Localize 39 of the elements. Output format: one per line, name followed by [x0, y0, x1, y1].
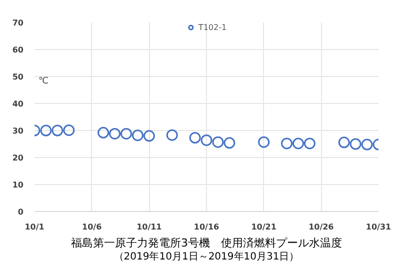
text: （2019年10月1日～2019年10月31日）: [114, 250, 300, 262]
y-tick-label: 70: [12, 18, 24, 28]
x-tick-label: 10/21: [251, 222, 277, 232]
point: [98, 126, 110, 138]
x-tick-label: 10/6: [82, 222, 102, 232]
point: [189, 132, 201, 144]
y-axis-title: ℃: [38, 76, 49, 86]
y-tick-label: 40: [12, 100, 24, 108]
x-tick-label: 10/1: [24, 222, 45, 232]
x-tick-label: 10/16: [194, 222, 220, 232]
y-tick-label: 0: [18, 208, 24, 216]
point: [109, 128, 121, 140]
point: [338, 136, 350, 148]
x-tick-label: 10/26: [308, 222, 334, 232]
point: [40, 124, 52, 136]
y-tick-label: 50: [12, 72, 24, 82]
point: [212, 136, 224, 148]
y-tick-label: 20: [12, 154, 24, 162]
point: [166, 129, 178, 141]
point: [63, 124, 75, 136]
point: [120, 128, 132, 140]
point: [224, 137, 236, 149]
text: 福島第一原子力発電所3号機 使用済燃料プール水温度: [71, 236, 342, 250]
point: [292, 138, 304, 150]
point: [281, 138, 293, 150]
point: [132, 130, 144, 142]
point: [304, 138, 316, 150]
legend-label: T102-1: [198, 22, 227, 32]
y-tick-label: 60: [12, 46, 24, 54]
point: [361, 138, 373, 150]
point: [52, 124, 64, 136]
point: [258, 136, 270, 148]
x-tick-label: 10/11: [136, 222, 162, 232]
point: [350, 138, 362, 150]
point: [200, 134, 212, 146]
y-tick-label: 30: [12, 126, 24, 136]
x-tick-label: 10/31: [366, 222, 392, 232]
point: [143, 130, 155, 142]
y-tick-label: 10: [12, 180, 24, 190]
